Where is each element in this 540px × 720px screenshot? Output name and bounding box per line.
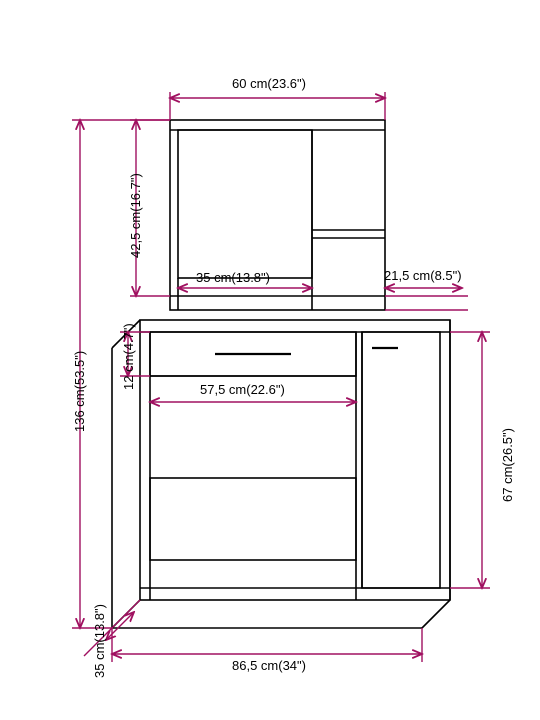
diagram-canvas: 60 cm(23.6") 42,5 cm(16.7") 35 cm(13.8")… <box>0 0 540 720</box>
dim-cabinet-height: 67 cm(26.5") <box>500 428 515 502</box>
dim-opening-width: 57,5 cm(22.6") <box>200 382 285 397</box>
dim-upper-panel-w: 35 cm(13.8") <box>196 270 270 285</box>
dim-top-width: 60 cm(23.6") <box>232 76 306 91</box>
dim-drawer-height: 12 cm(4.7") <box>121 323 136 390</box>
dim-upper-height: 42,5 cm(16.7") <box>128 173 143 258</box>
dim-total-height: 136 cm(53.5") <box>72 351 87 432</box>
dim-shelf-depth: 21,5 cm(8.5") <box>384 268 462 283</box>
dim-depth: 35 cm(13.8") <box>92 604 107 678</box>
dim-base-width: 86,5 cm(34") <box>232 658 306 673</box>
